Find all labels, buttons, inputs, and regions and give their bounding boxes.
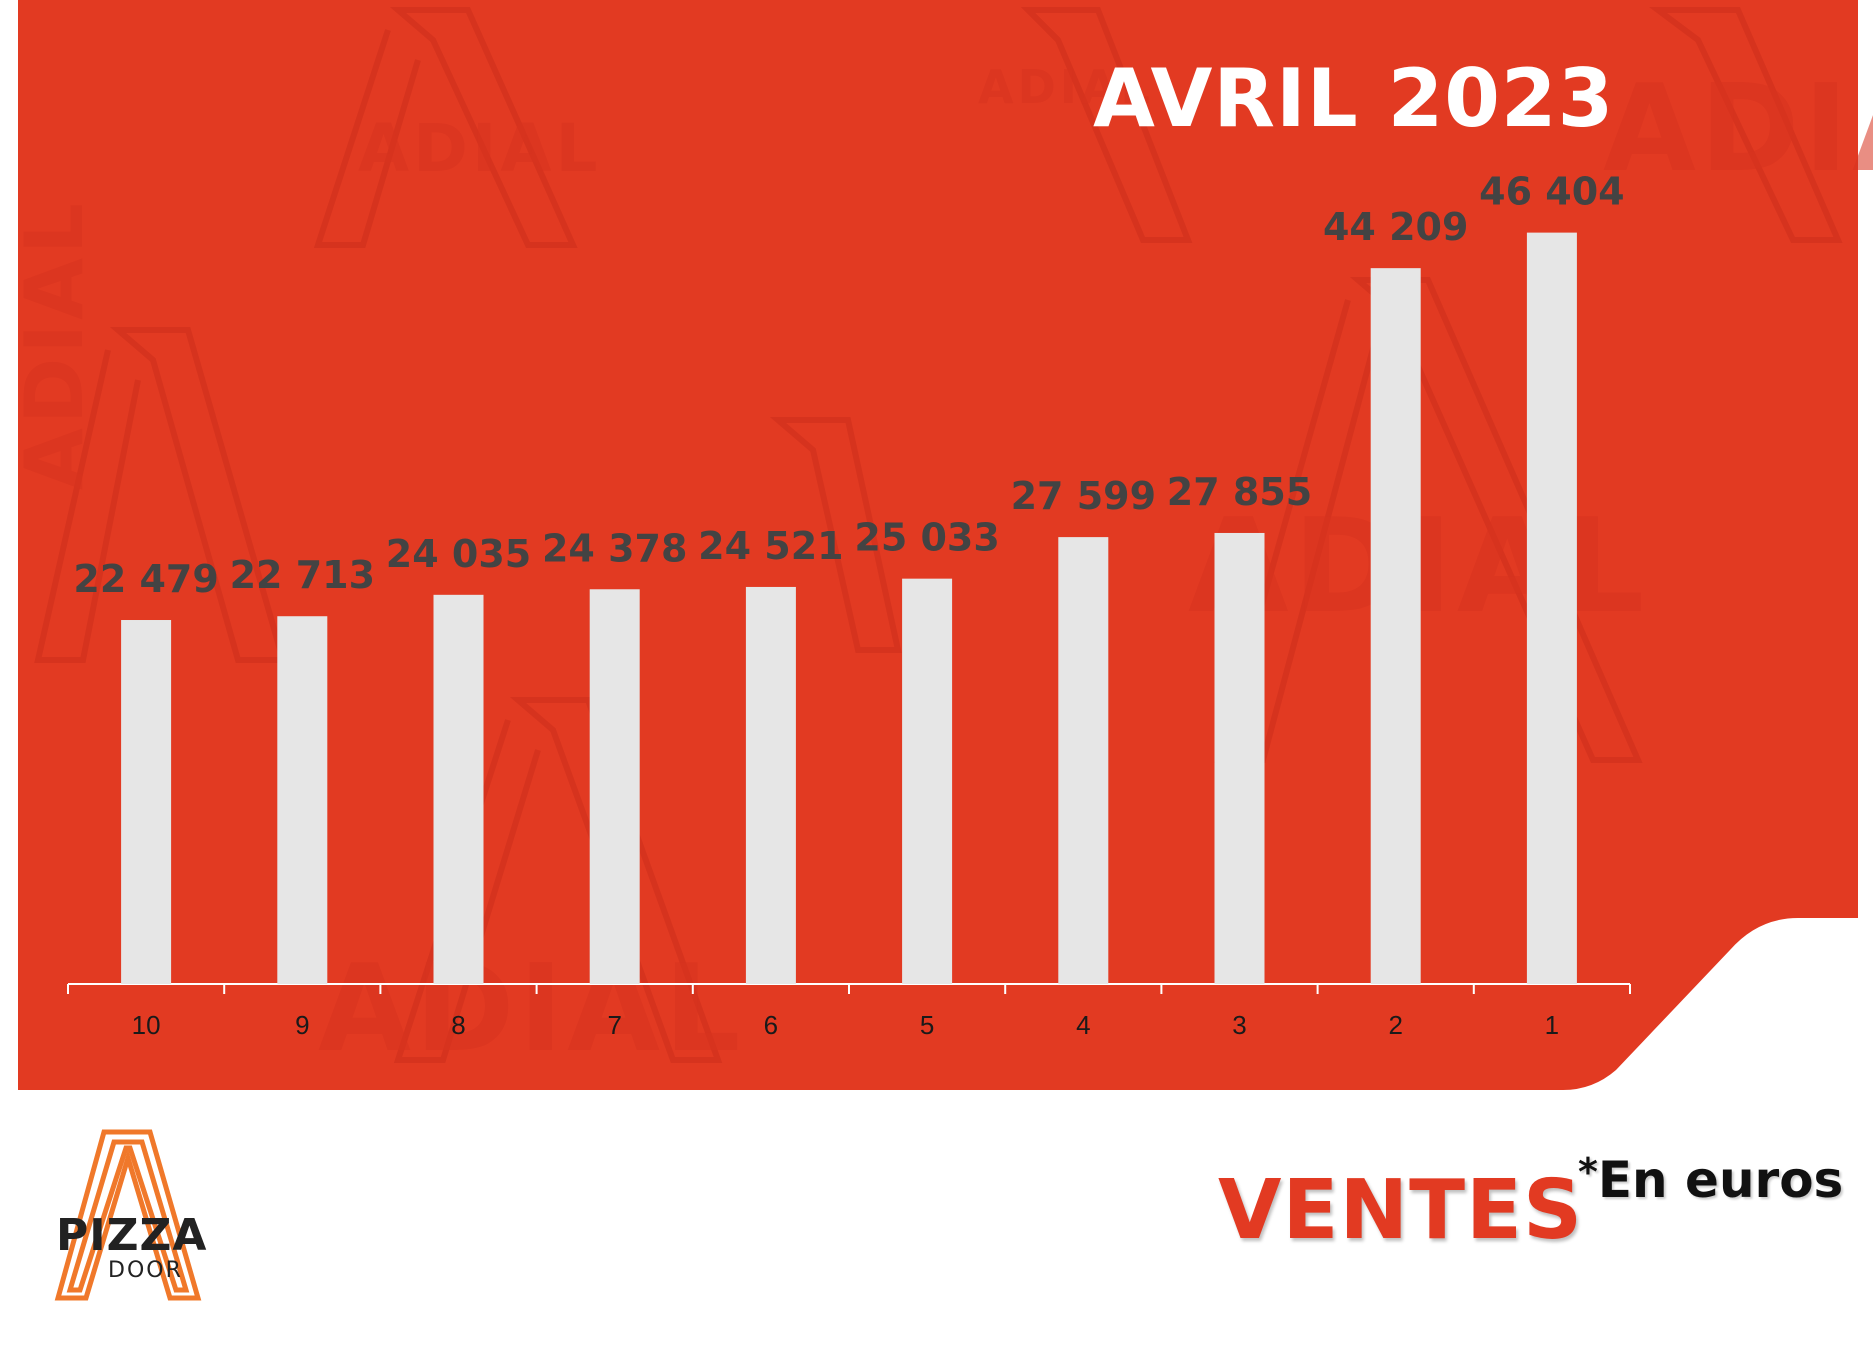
unit-note-text: En euros: [1597, 1151, 1844, 1209]
chart-panel: ADIAL ADIAL ADIAL ADIAL ADIAL ADIAL AVRI…: [8, 0, 1873, 1090]
bar-5: [902, 578, 953, 984]
value-label-5: 25 033: [854, 516, 999, 560]
value-label-1: 46 404: [1479, 170, 1624, 214]
bar-2: [1370, 268, 1421, 984]
chart-title: AVRIL 2023: [1093, 52, 1615, 145]
logo-text-pizza: PIZZA: [56, 1210, 208, 1261]
bar-7: [589, 589, 640, 984]
bar-10: [121, 620, 172, 984]
x-tick-label-6: 6: [764, 1010, 778, 1040]
value-label-8: 24 035: [386, 532, 531, 576]
bar-4: [1058, 537, 1109, 984]
pizza-door-logo: PIZZA DOOR: [52, 1128, 206, 1306]
x-tick-label-1: 1: [1545, 1010, 1559, 1040]
unit-note: *En euros: [1578, 1150, 1843, 1209]
bar-3: [1214, 532, 1265, 984]
x-tick-label-7: 7: [607, 1010, 621, 1040]
value-label-4: 27 599: [1011, 474, 1156, 518]
unit-note-star: *: [1578, 1150, 1598, 1194]
value-label-7: 24 378: [542, 526, 687, 570]
bar-9: [277, 616, 328, 984]
value-label-9: 22 713: [230, 553, 375, 597]
bar-chart: 22 479 10 22 713 9 24 035 8 24 378 7 24 521 6 25 0…: [67, 170, 1631, 1040]
value-label-6: 24 521: [698, 524, 843, 568]
value-label-3: 27 855: [1167, 470, 1312, 514]
section-label: VENTES: [1218, 1163, 1584, 1258]
bar-6: [745, 586, 796, 984]
x-tick-label-8: 8: [451, 1010, 465, 1040]
bar-1: [1526, 232, 1577, 984]
logo-text-door: DOOR: [108, 1258, 183, 1283]
x-tick-label-10: 10: [132, 1010, 161, 1040]
x-tick-label-2: 2: [1388, 1010, 1402, 1040]
x-tick-label-3: 3: [1232, 1010, 1246, 1040]
value-label-2: 44 209: [1323, 205, 1468, 249]
bar-8: [433, 594, 484, 984]
x-tick-label-4: 4: [1076, 1010, 1090, 1040]
logo-a-icon: [54, 1129, 202, 1301]
x-tick-label-9: 9: [295, 1010, 309, 1040]
x-tick-label-5: 5: [920, 1010, 934, 1040]
value-label-10: 22 479: [73, 557, 218, 601]
